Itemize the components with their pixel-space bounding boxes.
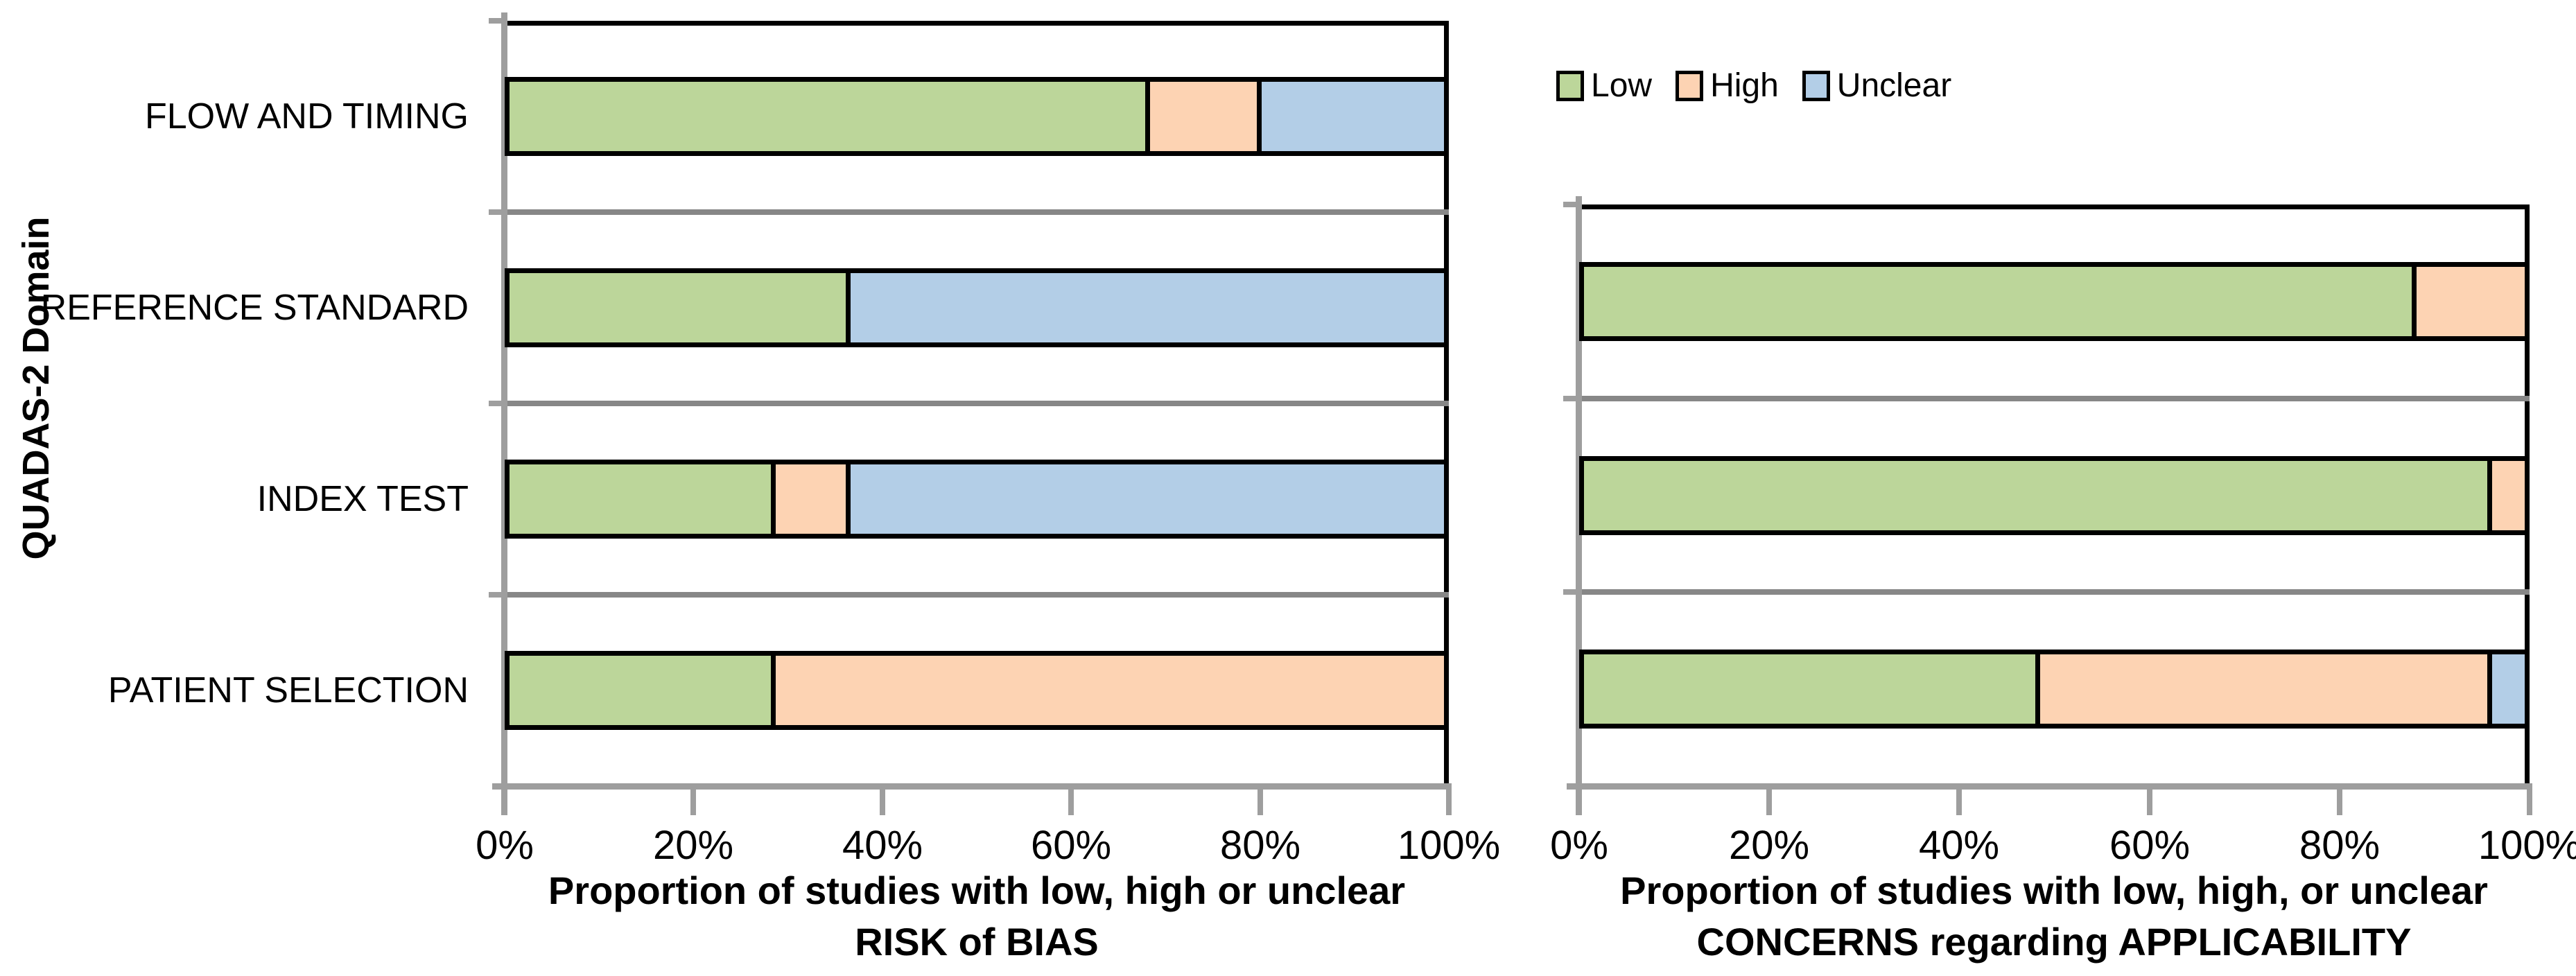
bar-segment-high bbox=[771, 656, 1444, 725]
x-axis-tick bbox=[2527, 789, 2532, 815]
y-axis-tick bbox=[1563, 396, 1576, 401]
x-axis-tick bbox=[1956, 789, 1962, 815]
bar-segment-high bbox=[1145, 82, 1257, 151]
x-tick-label: 40% bbox=[1918, 823, 2000, 868]
y-axis-tick bbox=[1563, 202, 1576, 207]
x-tick-label: 20% bbox=[1728, 823, 1810, 868]
legend-swatch-low-icon bbox=[1556, 71, 1584, 101]
legend-swatch-unclear-icon bbox=[1802, 71, 1830, 101]
stacked-bar-reference-standard bbox=[1579, 262, 2530, 341]
x-axis-tick bbox=[1766, 789, 1772, 815]
x-tick-label: 100% bbox=[2478, 823, 2576, 868]
bar-segment-low bbox=[510, 464, 772, 534]
x-axis-line bbox=[492, 783, 1452, 790]
plot-frame-top bbox=[505, 21, 1449, 26]
legend-label-low: Low bbox=[1591, 67, 1653, 104]
x-axis-tick bbox=[2147, 789, 2152, 815]
bar-segment-high bbox=[771, 464, 846, 534]
stacked-bar-index-test bbox=[1579, 456, 2530, 535]
x-axis-title-applicability-line1: Proportion of studies with low, high, or… bbox=[1620, 869, 2488, 912]
legend: Low High Unclear bbox=[1556, 68, 1951, 104]
bar-segment-low bbox=[510, 656, 772, 725]
stacked-bar-reference-standard bbox=[505, 268, 1449, 347]
x-tick-label: 60% bbox=[2109, 823, 2191, 868]
legend-label-unclear: Unclear bbox=[1836, 67, 1952, 104]
x-axis-tick bbox=[1257, 789, 1263, 815]
bar-segment-unclear bbox=[1257, 82, 1444, 151]
legend-item-high: High bbox=[1676, 68, 1779, 104]
x-axis-tick bbox=[690, 789, 696, 815]
bar-segment-unclear bbox=[846, 464, 1444, 534]
bar-segment-low bbox=[1584, 654, 2036, 724]
bar-segment-low bbox=[510, 82, 1145, 151]
x-axis-title-risk-line1: Proportion of studies with low, high or … bbox=[548, 869, 1406, 912]
category-separator-gridline bbox=[505, 401, 1449, 406]
bar-segment-unclear bbox=[846, 273, 1444, 342]
y-axis-tick bbox=[489, 401, 501, 406]
stacked-bar-index-test bbox=[505, 460, 1449, 539]
x-axis-tick bbox=[2337, 789, 2342, 815]
legend-label-high: High bbox=[1710, 67, 1779, 104]
y-axis-tick bbox=[1563, 589, 1576, 595]
bar-segment-high bbox=[2412, 267, 2525, 336]
bar-segment-high bbox=[2487, 461, 2525, 530]
x-axis-title-risk-line2: RISK of BIAS bbox=[855, 920, 1099, 964]
risk-of-bias-plot: 0% 20% 40% 60% 80% 100% bbox=[476, 12, 1500, 868]
x-axis-line bbox=[1567, 783, 2532, 790]
bar-segment-low bbox=[1584, 461, 2487, 530]
legend-swatch-high-icon bbox=[1676, 71, 1704, 101]
x-axis-tick bbox=[1446, 789, 1452, 815]
y-axis-tick bbox=[489, 18, 501, 24]
bar-segment-low bbox=[510, 273, 846, 342]
x-tick-label: 0% bbox=[476, 823, 534, 868]
y-axis-line bbox=[501, 12, 507, 815]
x-tick-label: 20% bbox=[652, 823, 734, 868]
bar-segment-unclear bbox=[2487, 654, 2525, 724]
bar-segment-high bbox=[2035, 654, 2487, 724]
category-separator-gridline bbox=[1579, 396, 2530, 401]
x-tick-label: 80% bbox=[1219, 823, 1301, 868]
y-axis-line bbox=[1576, 196, 1582, 815]
category-separator-gridline bbox=[505, 592, 1449, 598]
legend-item-low: Low bbox=[1556, 68, 1652, 104]
x-axis-tick bbox=[880, 789, 885, 815]
y-axis-tick bbox=[489, 592, 501, 598]
category-label-reference-standard: REFERENCE STANDARD bbox=[40, 288, 469, 328]
x-tick-label: 40% bbox=[842, 823, 923, 868]
y-axis-tick bbox=[489, 209, 501, 215]
bar-segment-low bbox=[1584, 267, 2412, 336]
category-label-patient-selection: PATIENT SELECTION bbox=[107, 670, 469, 711]
legend-item-unclear: Unclear bbox=[1802, 68, 1951, 104]
applicability-plot: 0% 20% 40% 60% 80% 100% bbox=[1550, 196, 2576, 868]
category-separator-gridline bbox=[505, 209, 1449, 215]
category-label-flow-and-timing: FLOW AND TIMING bbox=[144, 96, 469, 137]
x-tick-label: 80% bbox=[2299, 823, 2381, 868]
stacked-bar-patient-selection bbox=[1579, 650, 2530, 729]
x-tick-label: 0% bbox=[1550, 823, 1608, 868]
x-tick-label: 60% bbox=[1030, 823, 1112, 868]
x-tick-label: 100% bbox=[1397, 823, 1501, 868]
stacked-bar-flow-and-timing bbox=[505, 77, 1449, 156]
category-separator-gridline bbox=[1579, 589, 2530, 595]
category-label-index-test: INDEX TEST bbox=[256, 479, 469, 519]
x-axis-title-applicability-line2: CONCERNS regarding APPLICABILITY bbox=[1696, 920, 2412, 964]
x-axis-tick bbox=[1068, 789, 1074, 815]
plot-frame-top bbox=[1579, 204, 2530, 209]
stacked-bar-patient-selection bbox=[505, 651, 1449, 730]
